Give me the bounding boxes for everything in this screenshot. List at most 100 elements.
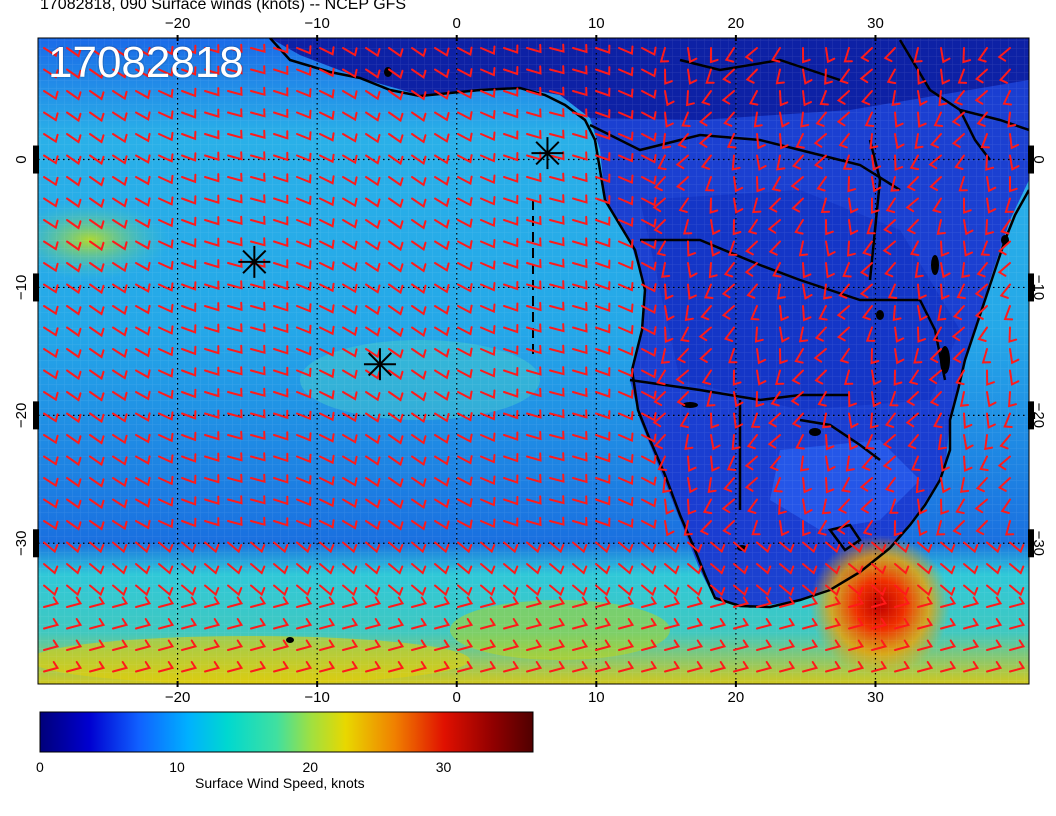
wind-barb	[365, 326, 381, 337]
wind-barb	[769, 455, 781, 471]
wind-barb	[958, 176, 968, 192]
wind-barb	[181, 453, 197, 463]
wind-barb	[526, 43, 542, 54]
wind-barb	[618, 110, 634, 120]
wind-barb	[913, 47, 923, 63]
wind-barb	[549, 541, 565, 554]
wind-barb	[974, 90, 988, 105]
wind-barb	[112, 584, 128, 597]
top-lon-label: 10	[588, 15, 605, 32]
wind-barb	[112, 68, 128, 79]
wind-barb	[411, 584, 427, 597]
wind-barb	[342, 133, 358, 143]
wind-barb	[43, 639, 60, 651]
wind-barb	[641, 433, 657, 444]
wind-barb	[365, 90, 381, 101]
right-lat-label: −20	[1030, 403, 1047, 428]
wind-barb	[365, 455, 381, 466]
wind-barb	[825, 240, 836, 257]
wind-barb	[733, 391, 744, 408]
wind-barb	[905, 412, 919, 428]
wind-barb	[273, 409, 289, 420]
wind-barb	[480, 88, 496, 98]
wind-barb	[365, 305, 381, 316]
wind-barb	[480, 639, 497, 651]
wind-barb	[951, 111, 965, 127]
wind-barb	[825, 47, 836, 64]
wind-barb	[802, 47, 811, 64]
wind-barb	[526, 639, 543, 651]
wind-barb	[411, 283, 427, 295]
wind-barb	[457, 519, 473, 530]
wind-barb	[802, 305, 812, 322]
wind-barb	[618, 661, 635, 673]
wind-barb	[43, 563, 59, 575]
wind-barb	[979, 455, 989, 472]
wind-barb	[871, 584, 887, 597]
wind-barb	[43, 661, 60, 673]
wind-barb	[388, 541, 404, 554]
wind-barb	[411, 262, 427, 273]
wind-barb	[273, 639, 290, 651]
wind-barb	[388, 197, 404, 209]
wind-barb	[891, 90, 901, 106]
wind-barb	[862, 520, 873, 536]
left-lat-label: −30	[13, 531, 30, 556]
wind-barb	[89, 348, 105, 359]
wind-barb	[342, 90, 358, 100]
wind-barb	[89, 412, 105, 424]
wind-barb	[595, 431, 611, 441]
wind-barb	[595, 584, 611, 597]
wind-barb	[572, 639, 589, 651]
wind-barb	[842, 154, 853, 170]
wind-barb	[342, 434, 358, 444]
wind-barb	[963, 434, 974, 451]
wind-barb	[503, 584, 519, 597]
wind-barb	[227, 473, 243, 484]
wind-barb	[342, 477, 358, 487]
wind-barb	[112, 133, 128, 144]
wind-barb	[710, 661, 727, 673]
wind-barb	[641, 175, 657, 186]
wind-barb	[869, 412, 879, 429]
wind-barb	[745, 240, 758, 256]
wind-barb	[687, 618, 704, 630]
wind-barb	[963, 661, 980, 673]
wind-barb	[963, 197, 972, 214]
wind-barb	[618, 584, 634, 597]
wind-barb	[905, 197, 919, 213]
wind-barb	[319, 639, 336, 651]
wind-barb	[526, 409, 542, 419]
wind-barb	[434, 111, 450, 122]
wind-barb	[684, 434, 694, 450]
colorbar	[39, 711, 534, 753]
wind-barb	[66, 305, 82, 316]
wind-barb	[112, 111, 128, 122]
wind-barb	[940, 477, 951, 494]
wind-barb	[595, 453, 611, 463]
wind-barb	[664, 498, 674, 515]
right-lat-label: −10	[1030, 275, 1047, 300]
wind-barb	[273, 452, 289, 463]
wind-barb	[892, 305, 902, 322]
wind-barb	[457, 68, 473, 78]
wind-barb	[296, 324, 312, 335]
wind-barb	[250, 430, 266, 441]
wind-barb	[865, 434, 875, 450]
wind-barb	[112, 176, 128, 187]
wind-barb	[388, 68, 404, 80]
wind-barb	[480, 346, 496, 356]
bottom-lon-label: −20	[165, 689, 190, 706]
wind-barb	[744, 262, 758, 277]
wind-barb	[43, 391, 59, 402]
wind-barb	[975, 68, 988, 84]
wind-barb	[963, 584, 979, 597]
wind-barb	[709, 197, 719, 214]
wind-barb	[572, 596, 589, 608]
wind-barb	[66, 326, 82, 338]
wind-barb	[940, 455, 950, 472]
wind-barb	[664, 584, 680, 597]
wind-barb	[411, 111, 427, 123]
wind-barb	[227, 344, 243, 355]
wind-barb	[848, 618, 865, 630]
